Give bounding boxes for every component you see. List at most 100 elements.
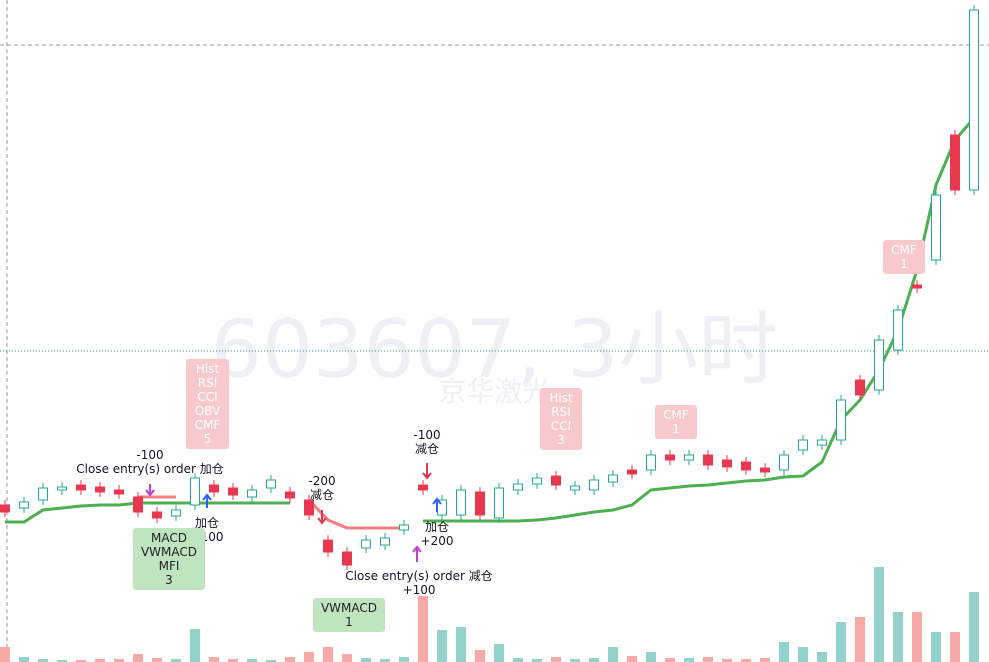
candle-body <box>285 491 295 499</box>
order-label: Close entry(s) order 减仓 <box>345 569 493 583</box>
order-label: 加仓 <box>424 520 450 534</box>
order-label: +100 <box>402 583 436 597</box>
volume-bar <box>570 659 580 662</box>
volume-bar <box>247 659 257 662</box>
candle-body <box>589 479 599 491</box>
signal-text: VWMACD <box>320 601 378 615</box>
signal-text: CMF <box>891 243 917 257</box>
order-arrows <box>145 463 442 562</box>
candle-body <box>399 524 409 531</box>
candle-body <box>209 484 219 493</box>
volume-bar <box>133 654 143 662</box>
volume-bar <box>551 657 561 662</box>
volume-bar <box>912 612 922 662</box>
watermark-title: 603607, 3小时 <box>210 303 779 396</box>
candle-body <box>912 284 922 289</box>
volume-bar <box>703 657 713 662</box>
volume-bar <box>475 650 485 662</box>
volume-bar <box>798 647 808 662</box>
volume-bar <box>836 622 846 662</box>
order-label: +200 <box>420 534 454 548</box>
signal-text: 1 <box>900 257 908 271</box>
candle-body <box>76 484 86 491</box>
arrow <box>145 484 155 497</box>
volume-bar <box>361 658 371 662</box>
candle-body <box>969 9 979 191</box>
candle-body <box>475 491 485 516</box>
volume-bar <box>760 658 770 662</box>
candle-body <box>551 475 561 486</box>
volume-bar <box>38 659 48 662</box>
volume-bar <box>437 630 447 662</box>
candle-body <box>532 477 542 485</box>
order-label: Close entry(s) order 加仓 <box>76 462 224 476</box>
volume-bar <box>779 642 789 662</box>
candle-body <box>608 474 618 483</box>
signal-text: MFI <box>158 559 180 573</box>
candle-body <box>456 489 466 516</box>
volume-bar <box>969 592 979 662</box>
candle-body <box>266 479 276 489</box>
volume-bar <box>494 644 504 662</box>
candle-body <box>19 501 29 509</box>
candle-body <box>665 454 675 461</box>
volume-bar <box>114 659 124 662</box>
arrow <box>422 463 432 480</box>
candle-body <box>57 486 67 491</box>
candle-body <box>247 489 257 498</box>
candle-body <box>114 489 124 495</box>
candle-body <box>38 487 48 501</box>
volume-bar <box>950 632 960 662</box>
arrow <box>432 497 442 512</box>
volume-bar <box>855 617 865 662</box>
arrow <box>202 493 212 508</box>
signal-text: 3 <box>557 433 565 447</box>
volume-bar <box>285 657 295 662</box>
candle-body <box>950 134 960 191</box>
signal-text: VWMACD <box>140 545 198 559</box>
volume-bar <box>418 596 428 662</box>
candle-body <box>190 477 200 506</box>
signal-text: CCI <box>550 419 572 433</box>
candle-body <box>893 309 903 351</box>
trend-line <box>138 495 404 530</box>
volume-bar <box>19 657 29 662</box>
volume-bar <box>57 660 67 662</box>
volume-bar <box>0 647 10 662</box>
candle-body <box>798 439 808 451</box>
candle-body <box>627 469 637 475</box>
arrow <box>317 510 327 525</box>
candle-body <box>380 537 390 546</box>
candle-body <box>836 399 846 441</box>
signal-text: RSI <box>551 405 571 419</box>
candle-body <box>646 454 656 471</box>
candle-body <box>855 379 865 396</box>
candle-body <box>684 454 694 461</box>
arrow <box>412 545 422 562</box>
volume-bar <box>627 656 637 662</box>
order-label: 减仓 <box>414 442 440 456</box>
volume-bar <box>722 659 732 662</box>
volume-bar <box>684 658 694 662</box>
signal-text: MACD <box>151 531 187 545</box>
signal-text: Hist <box>195 362 220 376</box>
volume-bar <box>931 632 941 662</box>
volume-bar <box>342 654 352 662</box>
candle-body <box>570 485 580 491</box>
signal-text: 1 <box>345 615 353 629</box>
candle-body <box>874 339 884 391</box>
volume-bar <box>589 658 599 662</box>
signal-text: CMF <box>663 408 689 422</box>
signal-box: MACD VWMACD MFI 3 <box>133 528 205 590</box>
candle-body <box>0 504 10 513</box>
signal-text: 1 <box>672 422 680 436</box>
signal-text: CCI <box>197 390 218 404</box>
signal-text: Hist <box>549 391 573 405</box>
signal-text: 3 <box>165 573 173 587</box>
volume-bar <box>456 627 466 662</box>
volume-bar <box>228 659 238 662</box>
candle-body <box>95 486 105 493</box>
volume-bar <box>76 660 86 662</box>
